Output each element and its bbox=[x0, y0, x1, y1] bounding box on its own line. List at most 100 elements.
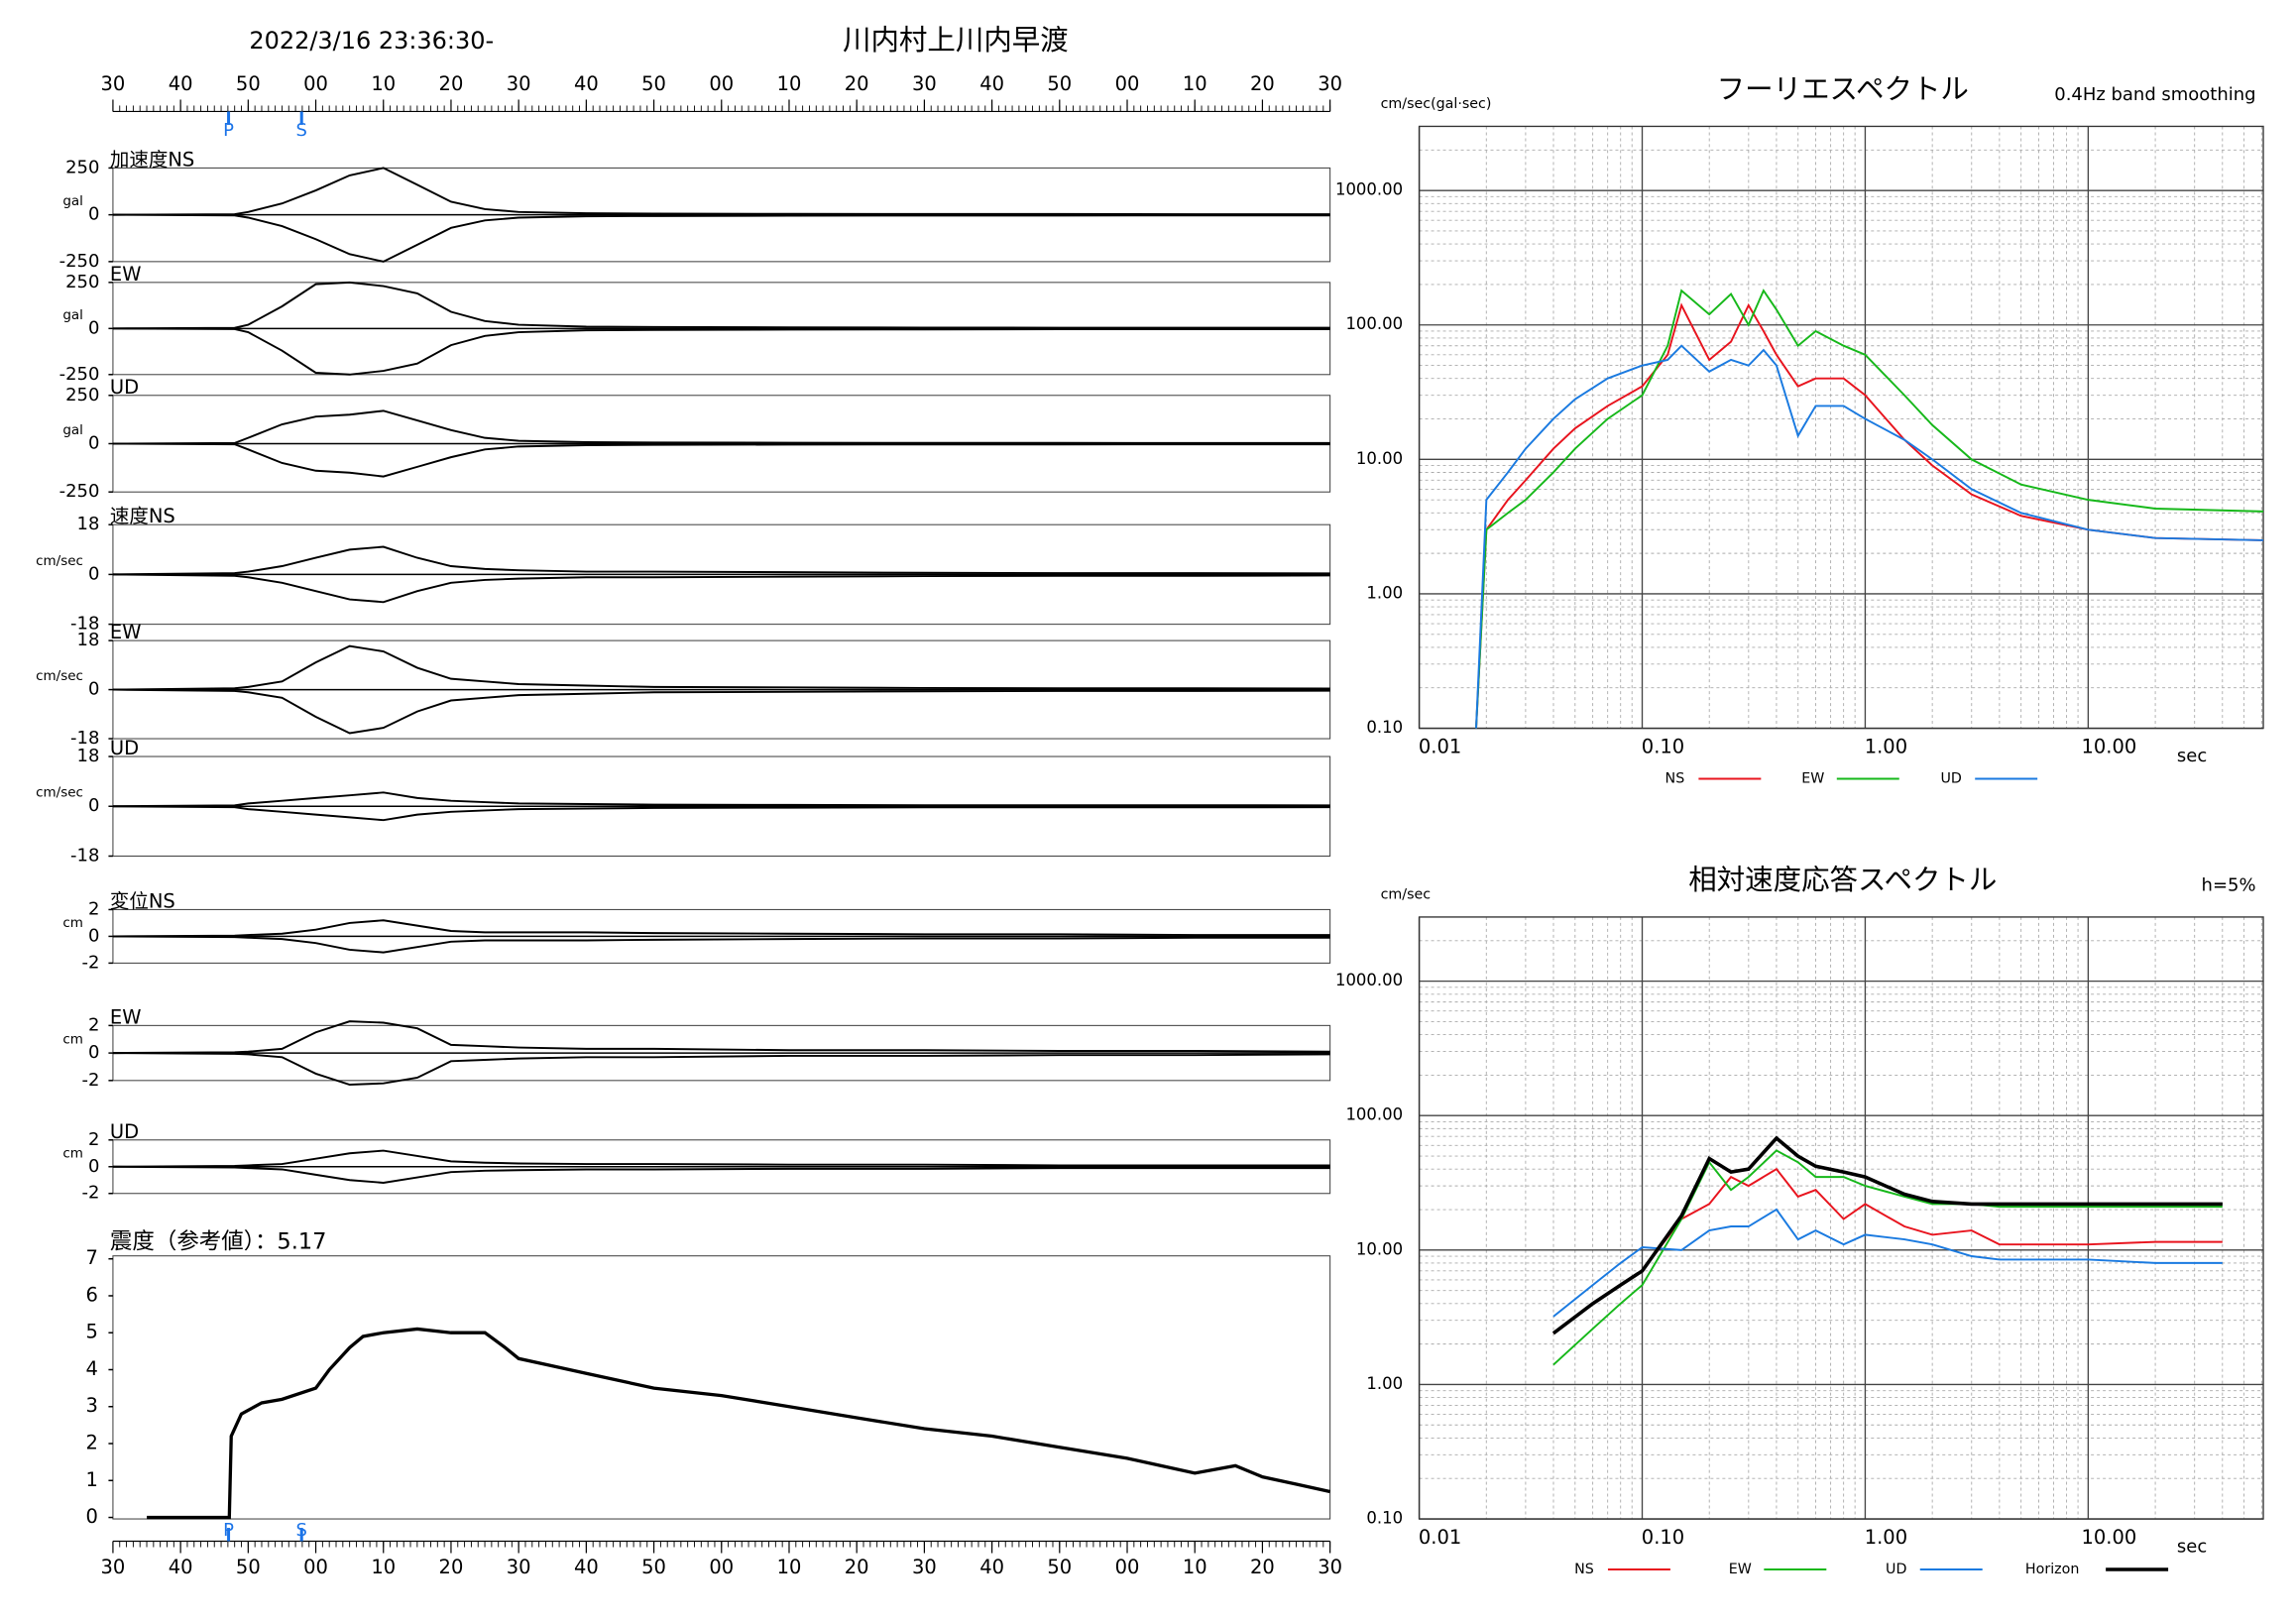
trace-label: EW bbox=[110, 263, 142, 286]
time-tick-label: 30 bbox=[1318, 1556, 1342, 1578]
legend-label: UD bbox=[1941, 771, 1962, 787]
intensity-title: 震度（参考値）：5.17 bbox=[110, 1229, 327, 1255]
station-name: 川内村上川内早渡 bbox=[843, 24, 1069, 57]
x-tick-label: 0.10 bbox=[1642, 1526, 1684, 1549]
trace-label: UD bbox=[110, 1120, 139, 1143]
y-tick-label: 0 bbox=[88, 679, 99, 700]
phase-label: P bbox=[223, 120, 234, 141]
envelope-lower bbox=[112, 805, 1330, 822]
time-tick-label: 30 bbox=[912, 72, 937, 95]
y-tick-label: -250 bbox=[59, 364, 100, 385]
y-tick-label: 0 bbox=[88, 204, 99, 225]
unit-label: gal bbox=[62, 193, 83, 209]
envelope-upper bbox=[112, 281, 1330, 330]
x-tick-label: 0.10 bbox=[1642, 736, 1684, 758]
y-tick-label: 250 bbox=[65, 385, 99, 406]
x-axis-unit: sec bbox=[2177, 1537, 2207, 1558]
datetime: 2022/3/16 23:36:30- bbox=[249, 27, 494, 55]
unit-label: gal bbox=[62, 307, 83, 323]
y-tick-label: 0 bbox=[88, 1042, 99, 1063]
spectrum-subtitle: 0.4Hz band smoothing bbox=[2054, 84, 2255, 105]
time-tick-label: 20 bbox=[845, 1556, 869, 1578]
trace-label: EW bbox=[110, 621, 142, 643]
y-tick-label: 0 bbox=[88, 317, 99, 338]
y-tick-label: 2 bbox=[86, 1432, 98, 1454]
unit-label: cm/sec bbox=[36, 668, 83, 684]
y-tick-label: 10.00 bbox=[1356, 1239, 1403, 1258]
x-tick-label: 10.00 bbox=[2081, 1526, 2136, 1549]
envelope-upper bbox=[112, 167, 1330, 216]
time-tick-label: 40 bbox=[574, 72, 599, 95]
y-tick-label: 4 bbox=[86, 1357, 98, 1380]
legend-label: Horizon bbox=[2025, 1562, 2079, 1577]
spectrum-line bbox=[1552, 1167, 2223, 1334]
x-tick-label: 10.00 bbox=[2081, 736, 2136, 758]
time-tick-label: 30 bbox=[101, 72, 126, 95]
envelope-upper bbox=[112, 919, 1330, 938]
time-tick-label: 20 bbox=[439, 72, 464, 95]
y-tick-label: -18 bbox=[70, 614, 99, 635]
legend-label: NS bbox=[1574, 1562, 1594, 1577]
time-tick-label: 00 bbox=[709, 72, 734, 95]
time-tick-label: 40 bbox=[979, 72, 1004, 95]
time-tick-label: 20 bbox=[1250, 1556, 1275, 1578]
intensity-frame bbox=[112, 1255, 1331, 1520]
legend-label: EW bbox=[1729, 1562, 1752, 1577]
time-tick-label: 50 bbox=[641, 1556, 666, 1578]
envelope-lower bbox=[112, 1052, 1330, 1087]
y-tick-label: -2 bbox=[82, 1183, 100, 1204]
y-tick-label: 250 bbox=[65, 272, 99, 292]
spectrum-line bbox=[1552, 1149, 2223, 1366]
unit-label: cm/sec bbox=[36, 785, 83, 801]
spectrum-line bbox=[1475, 289, 2264, 729]
time-tick-label: 40 bbox=[574, 1556, 599, 1578]
unit-label: cm bbox=[62, 1032, 83, 1048]
time-tick-label: 00 bbox=[303, 72, 328, 95]
time-tick-label: 20 bbox=[1250, 72, 1275, 95]
time-tick-label: 40 bbox=[169, 72, 193, 95]
time-tick-label: 50 bbox=[641, 72, 666, 95]
y-tick-label: 1000.00 bbox=[1335, 971, 1403, 989]
time-tick-label: 40 bbox=[169, 1556, 193, 1578]
unit-label: cm bbox=[62, 915, 83, 931]
time-tick-label: 40 bbox=[979, 1556, 1004, 1578]
y-tick-label: 1 bbox=[86, 1468, 98, 1491]
envelope-lower bbox=[112, 1165, 1330, 1184]
time-tick-label: 30 bbox=[1318, 72, 1342, 95]
plot-frame bbox=[1418, 125, 2264, 730]
y-tick-label: 5 bbox=[86, 1321, 98, 1343]
intensity-line bbox=[147, 1327, 1330, 1520]
phase-label: S bbox=[296, 120, 307, 141]
y-tick-label: 2 bbox=[88, 898, 99, 919]
envelope-lower bbox=[112, 935, 1330, 954]
y-tick-label: -18 bbox=[70, 845, 99, 866]
trace-label: 変位NS bbox=[110, 889, 175, 912]
y-tick-label: -250 bbox=[59, 251, 100, 272]
envelope-upper bbox=[112, 644, 1330, 691]
envelope-upper bbox=[112, 409, 1330, 445]
y-tick-label: 18 bbox=[77, 630, 100, 650]
time-tick-label: 30 bbox=[101, 1556, 126, 1578]
y-tick-label: 250 bbox=[65, 157, 99, 177]
y-tick-label: 1.00 bbox=[1366, 1374, 1403, 1393]
spectrum-line bbox=[1551, 1135, 2223, 1335]
envelope-lower bbox=[112, 213, 1330, 263]
envelope-upper bbox=[112, 1020, 1330, 1055]
y-tick-label: 2 bbox=[88, 1014, 99, 1035]
y-tick-label: 6 bbox=[86, 1283, 98, 1306]
y-tick-label: -18 bbox=[70, 728, 99, 749]
spectrum-line bbox=[1475, 344, 2264, 729]
spectrum-line bbox=[1475, 302, 2264, 729]
y-tick-label: 0 bbox=[88, 925, 99, 946]
phase-label: P bbox=[223, 1520, 234, 1541]
time-tick-label: 10 bbox=[371, 1556, 396, 1578]
y-tick-label: 0 bbox=[88, 1156, 99, 1177]
x-tick-label: 0.01 bbox=[1419, 1526, 1461, 1549]
y-axis-unit: cm/sec bbox=[1381, 886, 1432, 902]
time-tick-label: 20 bbox=[845, 72, 869, 95]
envelope-upper bbox=[112, 1149, 1330, 1168]
y-tick-label: 10.00 bbox=[1356, 449, 1403, 468]
spectrum-line bbox=[1552, 1208, 2223, 1318]
envelope-lower bbox=[112, 442, 1330, 478]
